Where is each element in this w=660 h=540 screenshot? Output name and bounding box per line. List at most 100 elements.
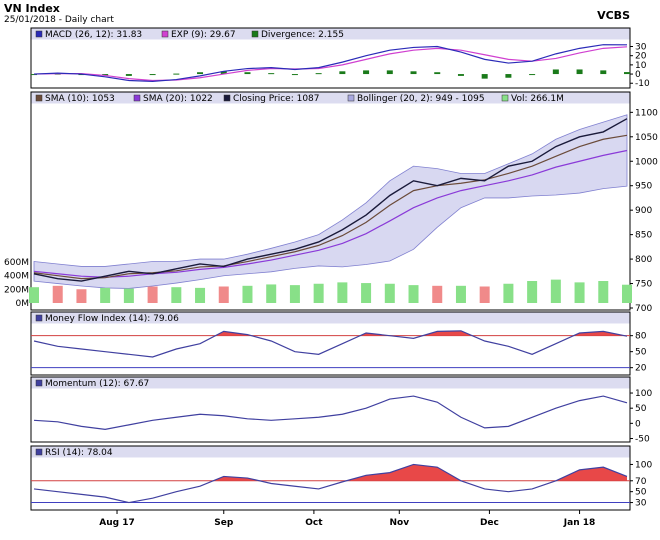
series-line — [33, 149, 628, 278]
x-tick-label: Dec — [480, 518, 499, 528]
x-axis: Aug 17 Sep Oct Nov Dec Jan 18 — [99, 510, 595, 528]
legend-swatch — [35, 379, 43, 387]
legend-label: Closing Price: 1087 — [233, 94, 320, 104]
volume-tick-label: 400M — [4, 272, 29, 282]
y-tick-label: -10 — [635, 79, 650, 89]
y-tick-label: 750 — [635, 280, 652, 290]
volume-bar — [195, 287, 206, 303]
divergence-bar — [434, 72, 441, 75]
divergence-bar — [600, 70, 607, 75]
volume-bar — [242, 285, 253, 303]
legend-label: Money Flow Index (14): 79.06 — [45, 314, 179, 324]
series-line — [33, 46, 628, 82]
x-tick-label: Sep — [214, 518, 234, 528]
legend-label: Divergence: 2.155 — [261, 30, 344, 40]
divergence-bar — [505, 74, 512, 78]
volume-bar — [337, 282, 348, 303]
volume-bar — [29, 287, 39, 303]
legend-label: MACD (26, 12): 31.83 — [45, 30, 142, 40]
volume-bar — [384, 283, 395, 303]
divergence-bar — [149, 74, 156, 76]
x-tick-label: Nov — [389, 518, 409, 528]
series-line — [33, 44, 628, 83]
volume-bar — [266, 284, 277, 303]
divergence-bar — [102, 74, 109, 76]
legend-label: SMA (20): 1022 — [143, 94, 213, 104]
panel-price: 1100 1050 1000 950 900 850 800 750 700 600M 400M 20… — [4, 91, 658, 314]
volume-bar — [100, 287, 111, 303]
volume-bar — [432, 285, 443, 303]
macd-legend-bg — [31, 28, 630, 40]
y-tick-label: 0 — [635, 419, 641, 429]
volume-bar — [598, 281, 609, 303]
y-tick-label: 20 — [635, 364, 647, 374]
panel-momentum: 100 50 0 -50 Momentum (12): 67.67 — [30, 376, 652, 444]
momentum-legend-bg — [31, 377, 630, 389]
y-tick-label: 10 — [635, 61, 647, 71]
divergence-bar — [315, 73, 322, 75]
brand-label: VCBS — [597, 9, 630, 22]
x-tick-label: Jan 18 — [563, 518, 596, 528]
y-tick-label: 80 — [635, 332, 647, 342]
volume-tick-label: 600M — [4, 258, 29, 268]
y-tick-label: 800 — [635, 255, 652, 265]
y-tick-label: 1000 — [635, 157, 658, 167]
volume-bar — [289, 285, 300, 303]
divergence-bar — [339, 71, 346, 75]
divergence-bar — [410, 71, 417, 75]
y-tick-label: 100 — [635, 389, 652, 399]
volume-bar — [171, 287, 182, 303]
divergence-bar — [481, 74, 488, 79]
volume-bar — [52, 285, 63, 303]
legend-label: Bollinger (20, 2): 949 - 1095 — [357, 94, 485, 104]
volume-bar — [408, 285, 419, 303]
y-tick-label: 50 — [635, 348, 647, 358]
series-line — [33, 118, 628, 282]
series-line — [33, 395, 628, 431]
legend-swatch — [133, 94, 141, 102]
volume-bar — [479, 286, 490, 303]
legend-swatch — [501, 94, 509, 102]
legend-swatch — [347, 94, 355, 102]
y-tick-label: 950 — [635, 182, 652, 192]
legend-swatch — [251, 30, 259, 38]
divergence-bar — [268, 73, 275, 75]
volume-bar — [574, 282, 585, 303]
y-tick-label: 100 — [635, 460, 652, 470]
series-line — [33, 463, 628, 504]
y-tick-label: 900 — [635, 206, 652, 216]
legend-swatch — [35, 30, 43, 38]
y-tick-label: 0 — [635, 70, 641, 80]
overbought-area — [213, 464, 627, 481]
divergence-bar — [125, 74, 132, 76]
divergence-bar — [457, 74, 464, 76]
y-tick-label: 70 — [635, 477, 647, 487]
x-tick-label: Aug 17 — [99, 518, 134, 528]
volume-bar — [147, 286, 158, 303]
divergence-bar — [220, 71, 227, 75]
volume-bar — [361, 283, 372, 303]
divergence-bar — [529, 74, 536, 76]
divergence-bar — [363, 70, 370, 75]
legend-swatch — [161, 30, 169, 38]
x-tick-label: Oct — [305, 518, 323, 528]
rsi-legend-bg — [31, 446, 630, 458]
chart-subtitle: 25/01/2018 - Daily chart — [4, 15, 114, 25]
bollinger-band — [33, 114, 628, 289]
y-tick-label: 50 — [635, 488, 647, 498]
series-line — [33, 134, 628, 280]
y-tick-label: 1100 — [635, 108, 658, 118]
y-tick-label: 700 — [635, 304, 652, 314]
volume-bar — [527, 281, 538, 303]
volume-bar — [313, 283, 324, 303]
y-tick-label: 30 — [635, 499, 647, 509]
divergence-bar — [291, 74, 298, 76]
divergence-bar — [244, 72, 251, 75]
divergence-bar — [386, 70, 393, 75]
legend-swatch — [35, 94, 43, 102]
legend-swatch — [35, 314, 43, 322]
